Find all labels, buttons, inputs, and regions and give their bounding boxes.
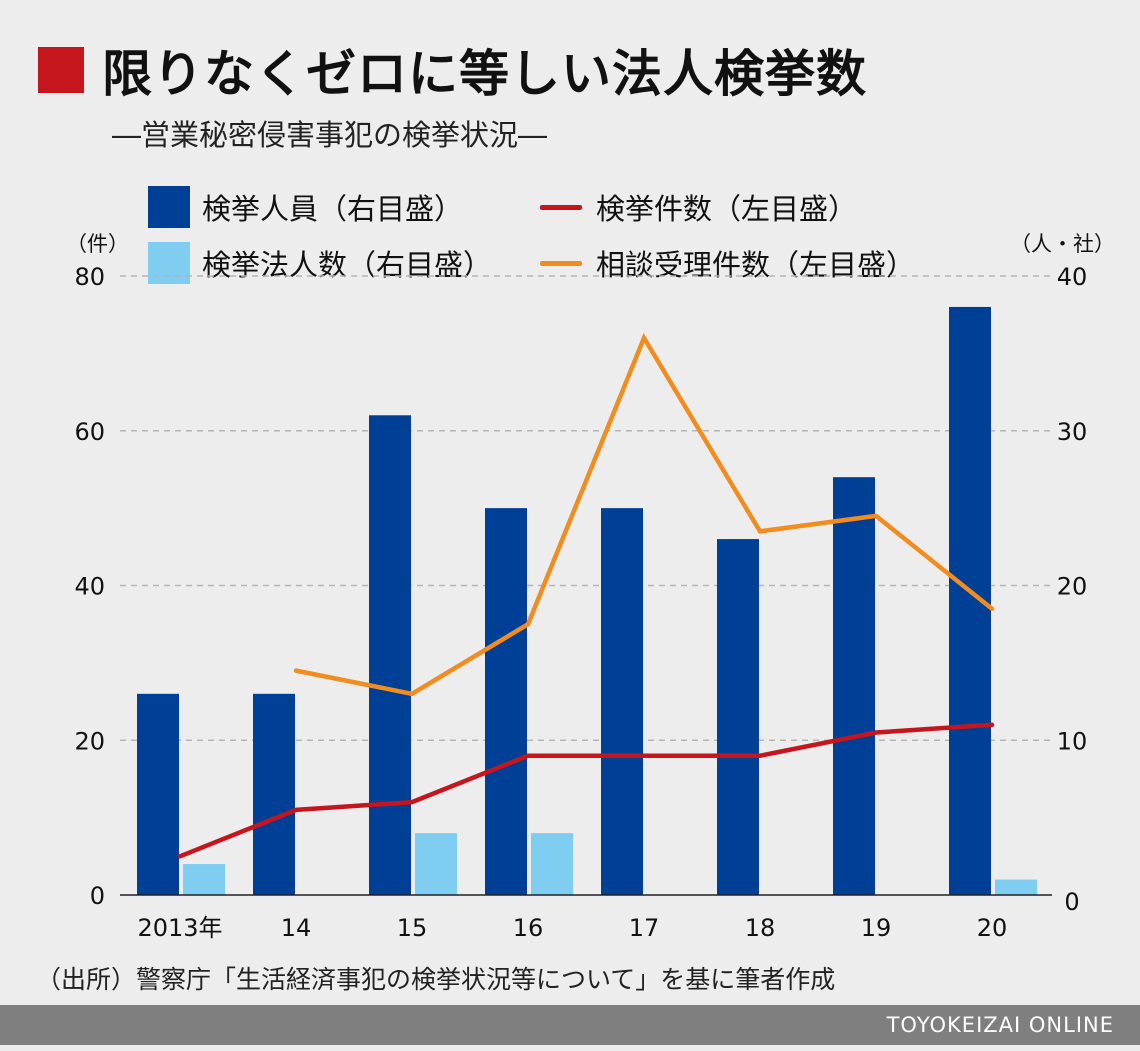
footer-bar: TOYOKEIZAI ONLINE (0, 1005, 1140, 1045)
x-axis-tick-label: 2013年 (137, 914, 222, 942)
right-axis-tick-label: 40 (1057, 263, 1088, 291)
legend-label-cases: 検挙件数（左目盛） (596, 192, 858, 226)
x-axis-tick-label: 16 (513, 914, 544, 942)
bar-arrested-corporations (995, 879, 1037, 895)
x-axis-tick-label: 18 (745, 914, 776, 942)
x-axis-tick-label: 15 (397, 914, 428, 942)
left-axis-tick-label: 40 (74, 573, 105, 601)
right-axis-tick-label: 0 (1064, 888, 1079, 916)
line-cases (177, 722, 995, 859)
legend-swatch-consultations (540, 260, 582, 266)
legend-label-arrested-persons: 検挙人員（右目盛） (202, 192, 464, 226)
x-axis-tick-label: 17 (629, 914, 660, 942)
x-axis-tick-label: 20 (977, 914, 1008, 942)
legend: 検挙人員（右目盛） 検挙件数（左目盛） 検挙法人数（右目盛） 相談受理件数（左目… (148, 186, 968, 286)
chart-plot: 0 20 40 60 80 0 10 20 30 40 2013年 14 15 16 17 18 19 20 (74, 263, 1088, 942)
bar-arrested-persons (485, 508, 527, 895)
bar-arrested-persons (833, 477, 875, 895)
bar-arrested-persons (137, 693, 179, 895)
title-marker (38, 47, 84, 93)
bar-arrested-corporations (531, 833, 573, 895)
footer-brand: TOYOKEIZAI ONLINE (886, 1013, 1114, 1037)
bar-arrested-persons (369, 415, 411, 895)
left-axis-tick-label: 20 (74, 727, 105, 755)
bar-arrested-corporations (183, 864, 225, 895)
bar-arrested-corporations (415, 833, 457, 895)
right-axis-tick-label: 10 (1057, 727, 1088, 755)
legend-item-cases: 検挙件数（左目盛） (540, 186, 857, 228)
right-axis-unit: （人・社） (1010, 232, 1115, 256)
legend-swatch-cases (540, 204, 582, 210)
bar-arrested-persons (253, 693, 295, 895)
left-axis-unit: （件） (66, 232, 129, 256)
x-axis-tick-label: 14 (281, 914, 312, 942)
legend-item-arrested-persons: 検挙人員（右目盛） (148, 186, 463, 228)
chart-title: 限りなくゼロに等しい法人検挙数 (38, 40, 867, 103)
chart-subtitle: ―営業秘密侵害事犯の検挙状況― (112, 118, 548, 152)
left-axis-tick-label: 60 (74, 418, 105, 446)
bar-arrested-persons (601, 508, 643, 895)
x-axis-tick-label: 19 (861, 914, 892, 942)
left-axis-tick-label: 80 (74, 263, 105, 291)
title-text: 限りなくゼロに等しい法人検挙数 (102, 45, 867, 103)
bar-arrested-persons (717, 539, 759, 895)
legend-swatch-arrested-corporations (148, 242, 190, 284)
right-axis-tick-label: 20 (1057, 573, 1088, 601)
legend-swatch-arrested-persons (148, 186, 190, 228)
left-axis-tick-label: 0 (90, 882, 105, 910)
source-note: （出所）警察庁「生活経済事犯の検挙状況等について」を基に筆者作成 (36, 965, 836, 994)
right-axis-tick-label: 30 (1057, 418, 1088, 446)
line-consultations (293, 332, 995, 697)
